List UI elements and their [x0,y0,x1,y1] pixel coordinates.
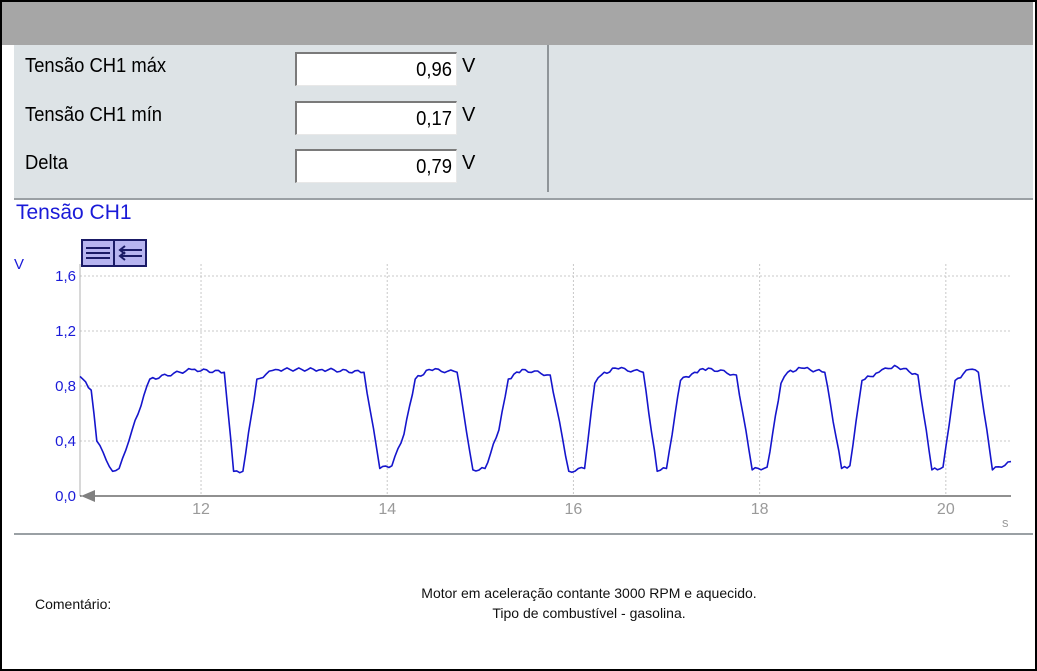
voltage-chart: 0,0 0,4 0,8 1,2 1,6 12 14 16 18 20 Vs [14,256,1012,530]
measurement-value-field[interactable]: 0,79 [295,149,457,183]
x-tick-label: 16 [565,501,583,518]
measurement-value: 0,79 [416,156,452,178]
plot-area [80,264,1011,496]
measurement-unit: V [462,152,476,174]
scale-lines-icon[interactable] [83,241,115,265]
measurement-unit: V [462,104,476,126]
measurement-label: Delta [25,152,68,174]
measurement-value-field[interactable]: 0,17 [295,101,457,135]
measurement-label: Tensão CH1 máx [25,55,167,77]
comment-line: Motor em aceleração contante 3000 RPM e … [421,585,757,601]
x-tick-label: 14 [378,501,396,518]
zero-marker-icon [81,490,95,502]
comment-text: Motor em aceleração contante 3000 RPM e … [314,583,864,623]
comment-panel: Comentário: Motor em aceleração contante… [14,533,1033,667]
title-bar [2,2,1033,45]
y-tick-label: 0,4 [55,433,76,450]
measurement-row-max: Tensão CH1 máx 0,96 V [14,47,554,87]
voltage-series-line [79,364,1012,474]
x-tick-label: 20 [937,501,955,518]
y-tick-label: 0,0 [55,488,76,505]
comment-label: Comentário: [35,596,112,612]
measurement-row-delta: Delta 0,79 V [14,144,554,184]
chart-view-controls [81,239,147,267]
measurement-label: Tensão CH1 mín [25,104,163,126]
comment-line: Tipo de combustível - gasolina. [492,605,686,621]
y-tick-label: 1,2 [55,323,76,340]
measurement-unit: V [462,55,476,77]
y-tick-label: 0,8 [55,378,76,395]
x-tick-label: 18 [751,501,769,518]
arrow-left-icon[interactable] [115,241,145,265]
x-tick-label: 12 [192,501,210,518]
measurement-value: 0,17 [416,108,452,130]
measurement-row-min: Tensão CH1 mín 0,17 V [14,96,554,136]
y-axis-label: V [14,256,24,273]
measurement-value: 0,96 [416,59,452,81]
measurements-panel: Tensão CH1 máx 0,96 V Tensão CH1 mín 0,1… [14,45,1033,200]
chart-title: Tensão CH1 [16,201,132,224]
measurement-value-field[interactable]: 0,96 [295,52,457,86]
x-axis-label: s [1002,515,1009,530]
panel-divider [547,45,549,192]
y-tick-label: 1,6 [55,268,76,285]
